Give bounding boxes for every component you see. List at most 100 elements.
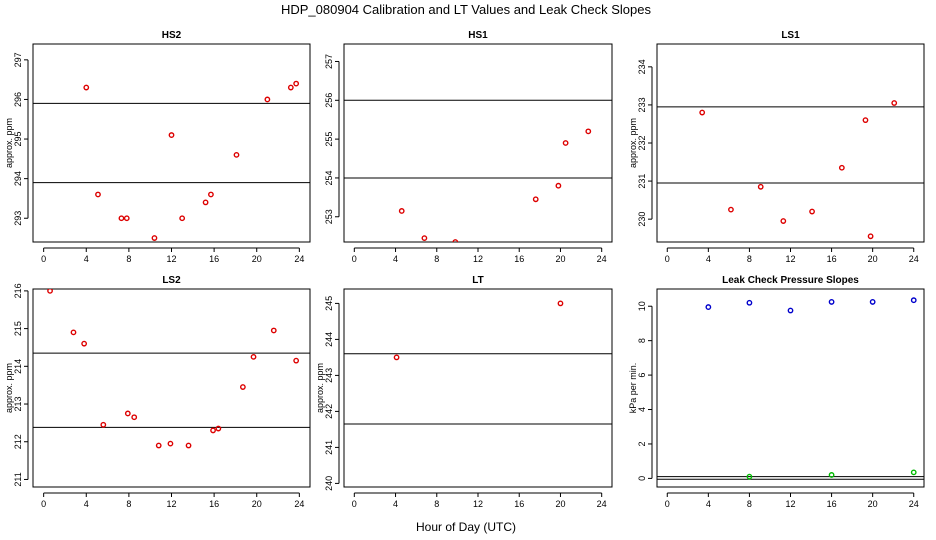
x-tick-label: 24: [294, 499, 304, 509]
y-tick-label: 232: [637, 135, 647, 150]
x-tick-label: 8: [434, 499, 439, 509]
data-point: [746, 299, 753, 306]
y-tick-label: 244: [324, 332, 334, 347]
panel-ls2: LS2 approx. ppm 0 4 8 12 16 20 24 211 212 213 214 215…: [4, 275, 311, 509]
data-point: [151, 235, 158, 241]
plot-area: [33, 80, 310, 241]
y-tick-label: 297: [13, 52, 23, 67]
y-tick-label: 293: [13, 211, 23, 226]
plot-area: [657, 100, 924, 240]
data-point: [250, 353, 257, 360]
y-axis-label: approx. ppm: [4, 363, 14, 413]
panel-hs1: HS1 0 4 8 12 16 20 24 253 254 255 256 257: [324, 30, 613, 264]
x-tick-label: 0: [665, 499, 670, 509]
data-point: [862, 117, 869, 124]
y-tick-label: 257: [324, 54, 334, 69]
data-point: [838, 164, 845, 171]
panel-ls1: LS1 approx. ppm 0 4 8 12 16 20 24 230 231 232 233 234: [628, 30, 925, 264]
data-point: [891, 100, 898, 106]
y-axis-label: approx. ppm: [628, 118, 638, 168]
plot-area: [344, 300, 612, 425]
data-point: [81, 340, 88, 347]
data-point: [393, 354, 400, 361]
panel-title: LT: [472, 275, 483, 286]
y-tick-label: 295: [13, 132, 23, 147]
y-tick-label: 6: [637, 373, 647, 378]
x-tick-label: 0: [665, 254, 670, 264]
y-tick-label: 213: [13, 397, 23, 412]
y-tick-label: 234: [637, 59, 647, 74]
x-tick-label: 20: [868, 254, 878, 264]
x-tick-label: 12: [473, 499, 483, 509]
y-tick-label: 214: [13, 359, 23, 374]
x-tick-label: 16: [209, 254, 219, 264]
x-tick-label: 4: [706, 254, 711, 264]
y-tick-label: 230: [637, 212, 647, 227]
x-tick-label: 8: [434, 254, 439, 264]
panel-title: LS2: [162, 275, 181, 286]
data-point: [239, 384, 246, 390]
y-tick-label: 241: [324, 440, 334, 455]
data-point: [70, 329, 77, 336]
y-tick-label: 256: [324, 93, 334, 108]
data-point: [293, 80, 300, 87]
y-tick-label: 8: [637, 338, 647, 343]
y-tick-label: 294: [13, 171, 23, 186]
panel-title: LS1: [781, 30, 800, 41]
x-tick-label: 8: [747, 254, 752, 264]
x-tick-label: 16: [827, 254, 837, 264]
data-point: [452, 239, 459, 242]
y-tick-label: 242: [324, 404, 334, 419]
data-point: [185, 442, 192, 449]
x-tick-label: 12: [473, 254, 483, 264]
y-tick-label: 10: [637, 301, 647, 311]
x-tick-label: 8: [126, 254, 131, 264]
x-tick-label: 12: [166, 499, 176, 509]
data-point: [47, 289, 53, 294]
plot-frame: [32, 288, 311, 488]
data-point: [699, 109, 706, 116]
panel-lt: LT approx. ppm 0 4 8 12 16 20 24 240 241 242 243 244 2…: [315, 275, 613, 509]
plot-area: [344, 99, 612, 242]
x-tick-label: 24: [294, 254, 304, 264]
y-tick-label: 212: [13, 434, 23, 449]
data-point: [179, 215, 186, 222]
x-tick-label: 24: [909, 254, 919, 264]
data-point: [270, 327, 277, 334]
x-tick-label: 20: [252, 254, 262, 264]
x-tick-label: 4: [84, 499, 89, 509]
x-tick-label: 24: [597, 499, 607, 509]
y-axis-label: approx. ppm: [315, 363, 325, 413]
x-tick-label: 20: [868, 499, 878, 509]
data-point: [215, 425, 222, 432]
plot-frame: [32, 43, 311, 243]
data-point: [287, 84, 294, 91]
data-point: [869, 299, 876, 305]
x-tick-label: 0: [41, 499, 46, 509]
x-tick-label: 8: [747, 499, 752, 509]
data-point: [585, 128, 592, 135]
plot-frame: [656, 288, 925, 488]
y-tick-label: 253: [324, 209, 334, 224]
data-point: [809, 208, 815, 215]
x-tick-label: 4: [706, 499, 711, 509]
data-point: [910, 469, 917, 476]
data-point: [131, 414, 138, 421]
plot-area: [657, 297, 924, 480]
x-tick-label: 12: [166, 254, 176, 264]
data-point: [555, 182, 562, 189]
data-point: [100, 421, 107, 428]
panel-title: HS2: [162, 30, 182, 41]
y-tick-label: 2: [637, 441, 647, 446]
figure-title: HDP_080904 Calibration and LT Values and…: [281, 2, 652, 17]
x-tick-label: 16: [209, 499, 219, 509]
plot-area: [33, 289, 310, 449]
data-point: [828, 299, 835, 305]
data-point: [746, 473, 753, 480]
plot-frame: [343, 288, 613, 488]
data-point: [910, 297, 917, 304]
data-point: [421, 235, 428, 242]
y-tick-label: 215: [13, 321, 23, 336]
x-tick-label: 4: [84, 254, 89, 264]
